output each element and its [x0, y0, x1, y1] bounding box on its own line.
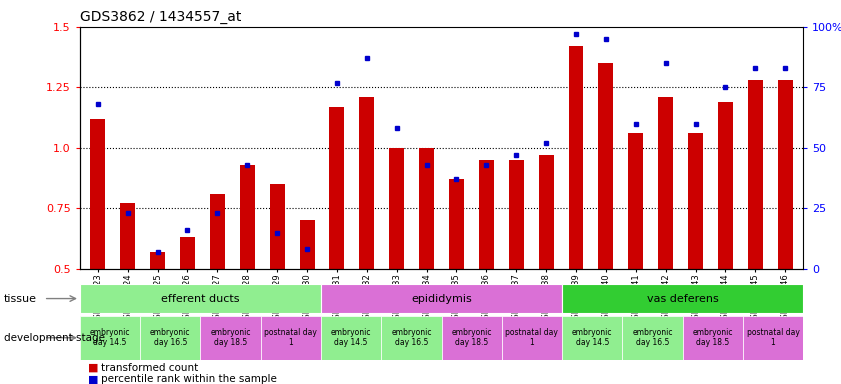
- Text: embryonic
day 14.5: embryonic day 14.5: [90, 328, 130, 348]
- Bar: [321, 284, 562, 313]
- Bar: [688, 133, 703, 269]
- Text: embryonic
day 16.5: embryonic day 16.5: [391, 328, 431, 348]
- Bar: [90, 119, 105, 269]
- Text: embryonic
day 18.5: embryonic day 18.5: [452, 328, 492, 348]
- Bar: [389, 148, 405, 269]
- Bar: [683, 316, 743, 360]
- Bar: [359, 97, 374, 269]
- Text: embryonic
day 18.5: embryonic day 18.5: [210, 328, 251, 348]
- Bar: [180, 237, 195, 269]
- Text: percentile rank within the sample: percentile rank within the sample: [101, 374, 277, 384]
- Text: embryonic
day 16.5: embryonic day 16.5: [632, 328, 673, 348]
- Text: tissue: tissue: [4, 293, 37, 304]
- Bar: [381, 316, 442, 360]
- Bar: [628, 133, 643, 269]
- Text: ■: ■: [88, 374, 98, 384]
- Bar: [330, 107, 345, 269]
- Text: postnatal day
1: postnatal day 1: [505, 328, 558, 348]
- Bar: [151, 252, 165, 269]
- Bar: [419, 148, 434, 269]
- Bar: [140, 316, 200, 360]
- Bar: [479, 160, 494, 269]
- Bar: [299, 220, 315, 269]
- Bar: [562, 284, 803, 313]
- Bar: [80, 284, 321, 313]
- Bar: [569, 46, 584, 269]
- Text: GDS3862 / 1434557_at: GDS3862 / 1434557_at: [80, 10, 241, 25]
- Text: embryonic
day 18.5: embryonic day 18.5: [692, 328, 733, 348]
- Bar: [261, 316, 321, 360]
- Bar: [718, 102, 733, 269]
- Text: efferent ducts: efferent ducts: [161, 293, 240, 304]
- Bar: [502, 316, 562, 360]
- Bar: [622, 316, 683, 360]
- Text: postnatal day
1: postnatal day 1: [264, 328, 317, 348]
- Text: epididymis: epididymis: [411, 293, 472, 304]
- Bar: [743, 316, 803, 360]
- Bar: [659, 97, 673, 269]
- Text: vas deferens: vas deferens: [647, 293, 718, 304]
- Bar: [748, 80, 763, 269]
- Bar: [778, 80, 793, 269]
- Bar: [210, 194, 225, 269]
- Bar: [240, 165, 255, 269]
- Bar: [200, 316, 261, 360]
- Text: embryonic
day 16.5: embryonic day 16.5: [150, 328, 191, 348]
- Text: postnatal day
1: postnatal day 1: [747, 328, 800, 348]
- Bar: [80, 316, 140, 360]
- Bar: [509, 160, 524, 269]
- Bar: [449, 179, 464, 269]
- Bar: [599, 63, 613, 269]
- Bar: [321, 316, 381, 360]
- Text: embryonic
day 14.5: embryonic day 14.5: [331, 328, 372, 348]
- Bar: [270, 184, 284, 269]
- Bar: [538, 155, 553, 269]
- Text: transformed count: transformed count: [101, 363, 198, 373]
- Text: embryonic
day 14.5: embryonic day 14.5: [572, 328, 612, 348]
- Bar: [562, 316, 622, 360]
- Bar: [442, 316, 502, 360]
- Text: development stage: development stage: [4, 333, 105, 343]
- Bar: [120, 204, 135, 269]
- Text: ■: ■: [88, 363, 98, 373]
